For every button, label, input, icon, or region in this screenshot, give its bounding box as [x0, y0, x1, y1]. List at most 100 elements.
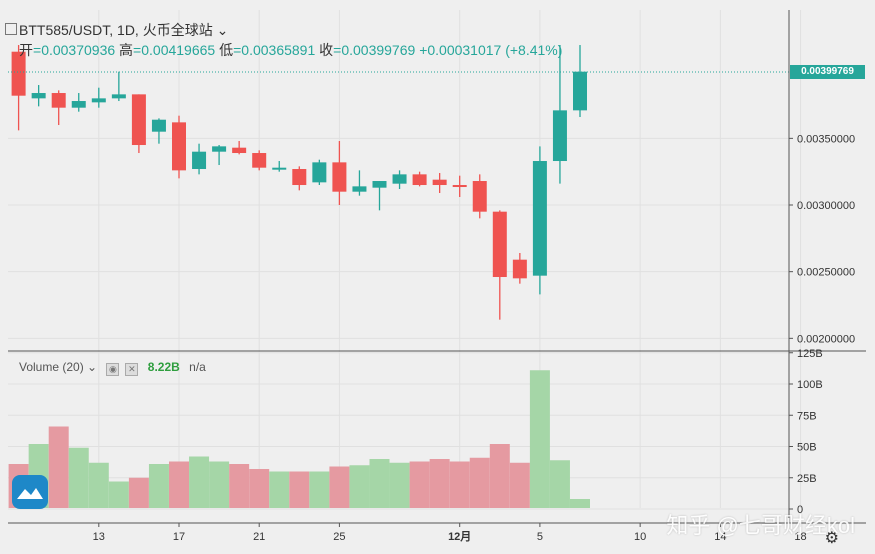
volume-bar	[329, 466, 350, 508]
candle-body	[31, 93, 46, 99]
candle-body	[71, 101, 86, 108]
volume-bar	[489, 444, 510, 508]
collapse-icon[interactable]	[5, 23, 17, 35]
volume-tick-label: 75B	[797, 410, 817, 422]
candle-body	[172, 122, 186, 171]
high-value: 0.00419665	[141, 42, 216, 58]
volume-bar	[349, 465, 370, 508]
chevron-down-icon[interactable]: ⌄	[83, 360, 98, 374]
time-tick-label: 10	[634, 531, 646, 543]
gear-icon[interactable]: ⚙	[824, 530, 839, 547]
volume-bar	[389, 462, 410, 508]
candle-body	[312, 162, 327, 183]
candle-body	[212, 146, 227, 152]
watermark: 知乎 @七哥财经kol	[666, 513, 855, 538]
volume-bar	[269, 471, 290, 508]
volume-tick-label: 125B	[797, 348, 823, 360]
candle-body	[91, 98, 106, 103]
volume-bar	[289, 471, 310, 508]
volume-bar	[48, 426, 69, 508]
volume-bar	[429, 459, 450, 508]
open-label: 开	[19, 42, 33, 58]
low-label: 低	[219, 42, 234, 58]
volume-bar	[249, 469, 270, 508]
ohlc-legend: 开=0.00370936 高=0.00419665 低=0.00365891 收…	[19, 42, 563, 58]
price-tick-label: 0.00250000	[797, 267, 855, 279]
open-value: 0.00370936	[41, 42, 116, 58]
candle-body	[111, 94, 126, 99]
axis-corner	[790, 524, 866, 554]
chevron-down-icon[interactable]: ⌄	[212, 22, 229, 38]
candle-body	[232, 147, 247, 154]
volume-bar	[309, 471, 330, 508]
symbol-title: BTT585/USDT, 1D, 火币全球站	[19, 22, 213, 38]
time-tick-label: 17	[173, 531, 185, 543]
close-value: 0.00399769	[341, 42, 416, 58]
volume-bar	[469, 457, 490, 508]
volume-legend[interactable]: Volume (20) ⌄ ◉ ✕ 8.22B n/a	[19, 360, 206, 376]
candle-body	[472, 181, 487, 212]
time-tick-label: 5	[537, 531, 543, 543]
close-icon[interactable]: ✕	[125, 363, 139, 376]
candle-body	[292, 169, 307, 186]
candle-body	[532, 161, 547, 276]
grid	[8, 10, 802, 523]
low-value: 0.00365891	[241, 42, 316, 58]
time-tick-label: 12月	[448, 530, 471, 543]
time-tick-label: 14	[714, 531, 726, 543]
candle-body	[452, 185, 467, 188]
volume-bar	[549, 460, 570, 508]
volume-bar	[529, 370, 550, 508]
candle-body	[51, 93, 66, 108]
volume-tick-label: 25B	[797, 473, 817, 485]
volume-bar	[148, 464, 169, 508]
volume-bar	[88, 462, 109, 508]
candle-body	[11, 51, 26, 96]
candle-body	[432, 179, 447, 186]
time-tick-label: 25	[333, 531, 345, 543]
candle-body	[332, 162, 347, 192]
logo-icon	[12, 475, 48, 509]
candle-body	[192, 151, 207, 170]
axes: 0.00200000 0.00250000 0.00300000 0.00350000…	[8, 10, 866, 554]
candle-body	[372, 181, 387, 188]
symbol-legend[interactable]: BTT585/USDT, 1D, 火币全球站 ⌄	[19, 20, 228, 40]
price-tick-label: 0.00200000	[797, 333, 855, 345]
candle-body	[151, 119, 166, 132]
volume-na: n/a	[189, 360, 206, 374]
volume-tick-label: 0	[797, 504, 803, 516]
candle-body	[512, 259, 527, 279]
volume-tick-label: 100B	[797, 379, 823, 391]
high-label: 高	[119, 42, 134, 58]
candle-body	[392, 174, 407, 184]
candle-body	[552, 110, 567, 162]
price-tick-label: 0.00300000	[797, 200, 855, 212]
candle-body	[352, 186, 367, 192]
last-price-tag: 0.00399769	[790, 65, 865, 79]
volume-bar	[229, 464, 250, 508]
open-value-prefix: =	[33, 42, 42, 58]
candle-body	[412, 174, 427, 186]
eye-icon[interactable]: ◉	[106, 363, 120, 376]
volume-bar	[169, 461, 189, 508]
volume-label: Volume (20)	[19, 360, 84, 374]
candles	[11, 45, 587, 320]
volume-bar	[509, 462, 530, 508]
volume-bar	[108, 481, 129, 508]
volume-bar	[209, 461, 230, 508]
candle-body	[492, 211, 507, 278]
volume-tick-label: 50B	[797, 442, 817, 454]
volume-bar	[409, 461, 430, 508]
volume-bar	[128, 477, 149, 508]
candle-body	[272, 167, 287, 170]
change-value: +0.00031017 (+8.41%)	[419, 42, 563, 58]
candle-body	[252, 153, 267, 168]
volume-bar	[189, 456, 210, 508]
volume-bar	[68, 447, 89, 508]
price-tick-label: 0.00350000	[797, 133, 855, 145]
close-label: 收	[319, 42, 334, 58]
time-tick-label: 21	[253, 531, 265, 543]
candle-body	[131, 94, 146, 146]
